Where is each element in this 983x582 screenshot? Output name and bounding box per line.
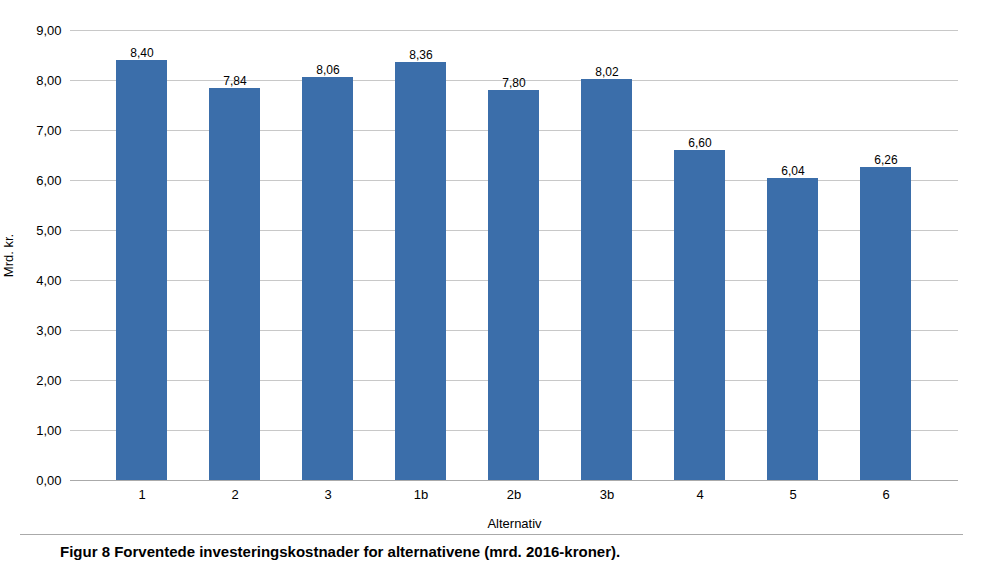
- svg-text:6,60: 6,60: [688, 136, 712, 150]
- svg-text:2b: 2b: [507, 487, 521, 502]
- svg-text:3: 3: [324, 487, 331, 502]
- svg-text:5: 5: [789, 487, 796, 502]
- svg-text:3b: 3b: [600, 487, 614, 502]
- svg-text:1: 1: [138, 487, 145, 502]
- svg-text:8,00: 8,00: [36, 73, 61, 88]
- svg-text:7,84: 7,84: [223, 74, 247, 88]
- svg-text:1b: 1b: [414, 487, 428, 502]
- svg-text:Mrd. kr.: Mrd. kr.: [1, 234, 16, 277]
- svg-text:7,00: 7,00: [36, 123, 61, 138]
- svg-text:8,02: 8,02: [595, 65, 619, 79]
- svg-text:2: 2: [231, 487, 238, 502]
- svg-text:2,00: 2,00: [36, 373, 61, 388]
- svg-text:Alternativ: Alternativ: [487, 516, 542, 531]
- svg-text:9,00: 9,00: [36, 23, 61, 38]
- svg-text:6,00: 6,00: [36, 173, 61, 188]
- svg-text:6: 6: [882, 487, 889, 502]
- svg-text:6,26: 6,26: [874, 153, 898, 167]
- svg-text:5,00: 5,00: [36, 223, 61, 238]
- svg-text:3,00: 3,00: [36, 323, 61, 338]
- svg-text:8,40: 8,40: [130, 46, 154, 60]
- svg-text:1,00: 1,00: [36, 423, 61, 438]
- html-text:Figur 8 Forventede investering: Figur 8 Forventede investeringskostnader…: [60, 543, 621, 560]
- svg-text:0,00: 0,00: [36, 473, 61, 488]
- svg-text:8,36: 8,36: [409, 48, 433, 62]
- svg-text:4,00: 4,00: [36, 273, 61, 288]
- svg-text:8,06: 8,06: [316, 63, 340, 77]
- svg-text:6,04: 6,04: [781, 164, 805, 178]
- svg-text:4: 4: [696, 487, 703, 502]
- svg-text:7,80: 7,80: [502, 76, 526, 90]
